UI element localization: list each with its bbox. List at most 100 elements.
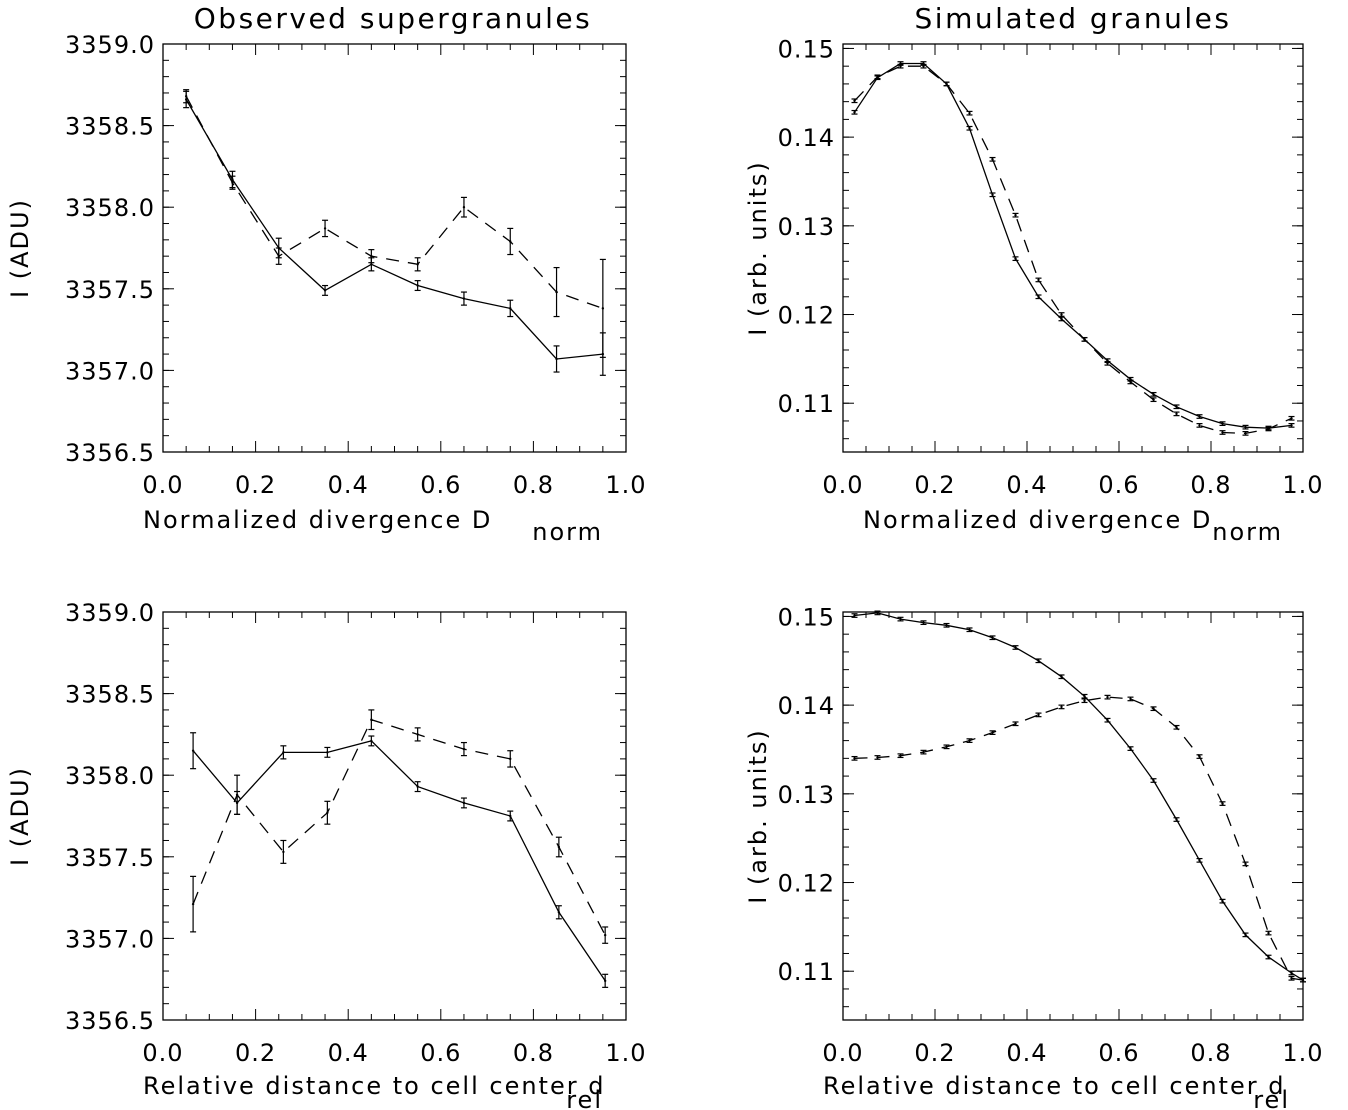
data-point [1267,427,1270,431]
data-point [991,158,994,161]
data-point [462,747,466,751]
data-point [1129,380,1132,384]
y-tick-label: 0.14 [778,692,835,720]
data-point [1152,779,1155,782]
x-tick-label: 0.2 [235,1039,276,1067]
data-point [853,111,856,114]
series-line-solid [185,99,603,360]
data-point [945,745,948,749]
plot-frame [842,43,1304,453]
y-tick-label: 0.13 [778,213,835,241]
data-point [1175,412,1178,416]
data-point [1014,646,1017,649]
data-point [323,289,327,292]
data-point [191,749,195,752]
y-tick-label: 0.11 [778,958,835,986]
x-tick-label: 0.0 [142,471,183,499]
data-point [899,64,902,68]
x-tick-label: 0.6 [420,471,461,499]
data-point [1290,417,1293,420]
x-axis-label: Relative distance to cell center d [143,1072,605,1100]
data-point [603,979,607,983]
data-point [323,227,327,230]
y-tick-label: 0.15 [778,603,835,631]
data-point [899,617,902,621]
series-line-dashed [854,696,1304,981]
data-point [1129,697,1132,701]
panel-title-observed: Observed supergranules [194,2,593,35]
data-point [509,757,512,761]
x-tick-label: 0.0 [142,1039,183,1067]
data-point [1244,425,1247,429]
data-point [370,718,373,721]
x-tick-label: 0.6 [1098,471,1139,499]
data-point [1060,675,1063,678]
panel-title-simulated: Simulated granules [915,2,1232,35]
data-point [991,636,994,639]
data-point [1037,278,1040,282]
data-point [1037,295,1040,298]
x-axis-label-subscript: norm [532,518,603,546]
series-line-solid [853,62,1292,429]
data-point [1152,393,1155,396]
data-point [326,751,329,754]
series-solid [190,732,609,988]
y-tick-label: 3357.0 [65,357,155,385]
data-point [876,75,879,79]
data-point [1290,977,1293,980]
chart-panel-3: 0.0 0.2 0.4 0.6 0.8 1.0 3356.5 3357.0 3357.5 3358… [6,599,646,1110]
data-point [922,750,925,754]
y-tick-label: 0.14 [778,124,835,152]
data-point [462,801,466,805]
data-point [922,621,925,624]
data-point [1014,257,1017,260]
x-tick-label: 1.0 [605,1039,646,1067]
series-line-dashed [185,95,604,310]
data-point [968,127,971,130]
data-point [945,82,948,86]
data-point [277,254,280,258]
data-point [1175,405,1178,408]
data-point [1014,722,1017,725]
data-point [370,263,373,266]
data-point [555,290,558,294]
data-point [1221,422,1224,425]
data-point [1267,955,1270,959]
plot-frame [162,611,627,1021]
chart-panel-1: 0.0 0.2 0.4 0.6 0.8 1.0 3356.5 3357.0 3357.5 3358… [6,31,646,546]
data-point [899,754,902,757]
data-point [326,811,329,814]
data-point [853,99,856,102]
data-point [1083,695,1086,698]
data-point [991,731,994,734]
data-point [1244,933,1247,937]
data-point [235,793,239,796]
data-point [416,284,419,287]
data-point [191,902,195,906]
x-axis-label-subscript: norm [1212,518,1283,546]
data-point [1175,726,1178,729]
data-point [282,751,285,754]
data-point [1014,213,1017,217]
data-point [968,628,971,631]
data-point [968,739,971,742]
plot-frame [162,43,627,453]
data-point [1267,931,1270,935]
data-point [1106,695,1109,699]
y-tick-label: 0.15 [778,35,835,63]
data-point [1244,432,1247,435]
y-tick-label: 0.12 [778,870,835,898]
y-tick-label: 0.11 [778,390,835,418]
x-tick-label: 0.6 [1098,1039,1139,1067]
data-point [945,624,948,627]
y-axis-label: I (arb. units) [744,728,772,904]
plot-frame [842,611,1304,1021]
data-point [557,911,561,914]
data-point [853,757,856,760]
data-point [1244,862,1247,866]
data-point [603,933,607,937]
data-point [1083,338,1086,341]
data-point [1198,424,1201,427]
y-axis-label: I (ADU) [6,198,34,298]
